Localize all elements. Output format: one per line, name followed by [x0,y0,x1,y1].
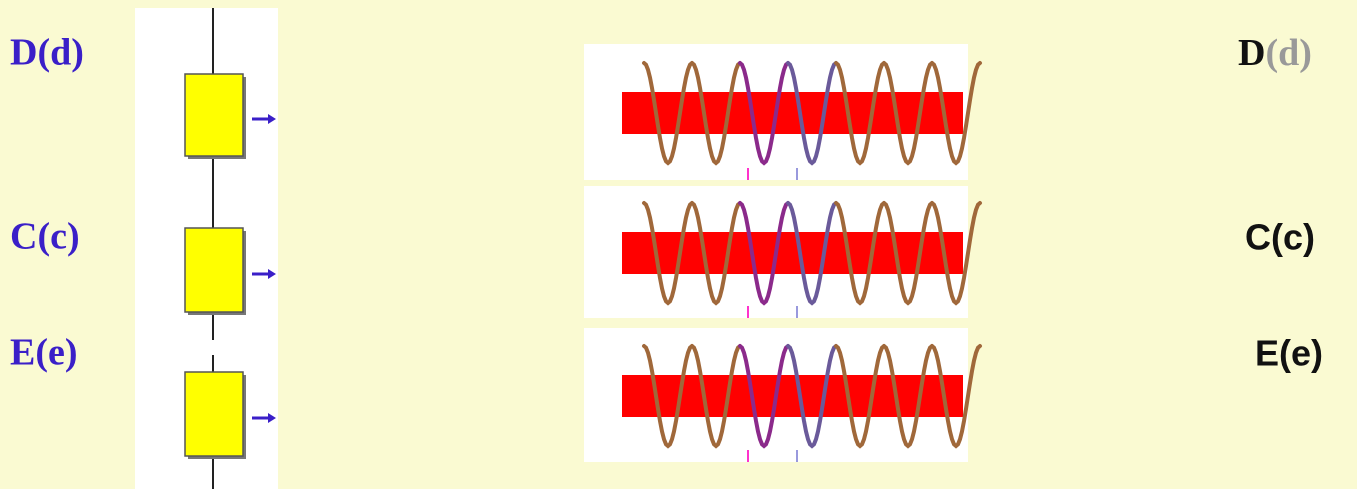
right-label: C(c) [1245,217,1315,258]
membrane [622,92,963,134]
page: D(d) C(c) E(e) D(d) C(c) E(e) (() => { c… [0,0,1357,489]
protein-panels [584,44,980,462]
gene-box [185,372,243,456]
right-label-paren: (d) [1265,32,1311,74]
membrane [622,232,963,274]
gene-box [185,74,243,156]
right-label: D(d) [1238,32,1312,74]
right-label-main: D [1238,32,1265,74]
left-label: E(e) [10,332,78,374]
left-label: D(d) [10,32,84,74]
membrane [622,375,963,417]
right-label: E(e) [1255,333,1323,374]
left-label: C(c) [10,216,80,258]
diagram: D(d) C(c) E(e) D(d) C(c) E(e) [0,0,1357,489]
gene-box [185,228,243,312]
